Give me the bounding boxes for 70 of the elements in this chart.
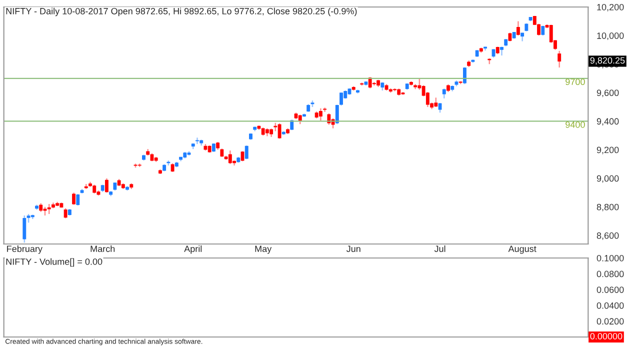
- candlestick: [397, 88, 401, 96]
- candlestick: [35, 204, 38, 210]
- y-tick-label: 10,200: [597, 4, 624, 12]
- y-tick-label: 0.0600: [596, 286, 624, 293]
- candlestick: [200, 139, 204, 146]
- text: 0.00000: [590, 333, 622, 340]
- candlestick: [520, 32, 524, 42]
- y-tick-label: 9,400: [596, 118, 619, 126]
- candlestick: [249, 132, 252, 140]
- candlestick: [340, 92, 343, 106]
- candlestick: [158, 168, 162, 175]
- candlestick: [68, 208, 72, 216]
- candlestick: [121, 182, 125, 190]
- chart-title: NIFTY - Volume[] = 0.00: [6, 258, 102, 267]
- candlestick: [174, 161, 178, 168]
- candlestick: [179, 156, 182, 162]
- y-tick-label: 0.0200: [596, 318, 624, 325]
- candlestick: [30, 214, 34, 220]
- candlestick: [196, 137, 199, 145]
- y-tick-label: 9,000: [596, 175, 619, 183]
- candlestick: [496, 46, 500, 55]
- candlestick: [142, 154, 146, 162]
- candlestick: [282, 130, 286, 136]
- candlestick: [323, 107, 327, 113]
- y-tick-label: 9,600: [596, 90, 619, 98]
- candlestick: [479, 47, 483, 54]
- x-tick-label: Jul: [434, 245, 446, 252]
- candlestick: [92, 184, 96, 194]
- candlestick: [56, 201, 60, 207]
- candlestick: [306, 103, 310, 113]
- y-tick-label: 0.1000: [596, 254, 624, 262]
- candlestick: [302, 113, 306, 118]
- candlestick: [253, 126, 257, 132]
- y-tick-label: 9,200: [596, 146, 619, 154]
- candlestick: [126, 186, 130, 192]
- x-tick-label: Jun: [346, 246, 360, 252]
- candlestick: [286, 128, 290, 135]
- y-tick-label: 8,600: [596, 232, 619, 240]
- candlestick: [388, 88, 392, 94]
- y-tick-label: 8,800: [596, 204, 619, 212]
- y-tick-label: 0.0400: [596, 302, 624, 309]
- candlestick: [356, 89, 360, 94]
- candlestick: [376, 79, 380, 88]
- candlestick: [109, 190, 113, 197]
- x-tick-label: April: [184, 245, 202, 254]
- candlestick: [467, 60, 471, 68]
- candlestick: [504, 38, 508, 47]
- ref-line-label: 9700: [566, 78, 585, 86]
- chart-title: NIFTY - Daily 10-08-2017 Open 9872.65, Hi 9892.65, Lo 9776.2, Close 9820.25 (-0.9%): [6, 8, 357, 16]
- y-tick-label: 0.0800: [596, 270, 624, 278]
- candlestick: [410, 80, 413, 86]
- candlestick: [500, 46, 504, 56]
- text: 9,820.25: [590, 57, 625, 65]
- candlestick: [212, 142, 216, 153]
- candlestick: [446, 84, 450, 93]
- candlestick: [39, 202, 43, 212]
- x-tick-label: March: [90, 245, 115, 252]
- x-tick-label: May: [255, 246, 272, 254]
- candlestick: [265, 128, 269, 137]
- candlestick: [216, 141, 220, 150]
- candlestick: [52, 202, 55, 209]
- candlestick: [191, 142, 195, 150]
- x-tick-label: August: [508, 246, 536, 254]
- candlestick: [450, 84, 454, 92]
- ref-line-label: 9400: [566, 121, 585, 128]
- y-tick-label: 10,000: [597, 32, 624, 40]
- candlestick: [414, 83, 418, 90]
- candlestick: [270, 128, 274, 138]
- candlestick: [162, 164, 166, 172]
- x-tick-label: February: [7, 245, 42, 254]
